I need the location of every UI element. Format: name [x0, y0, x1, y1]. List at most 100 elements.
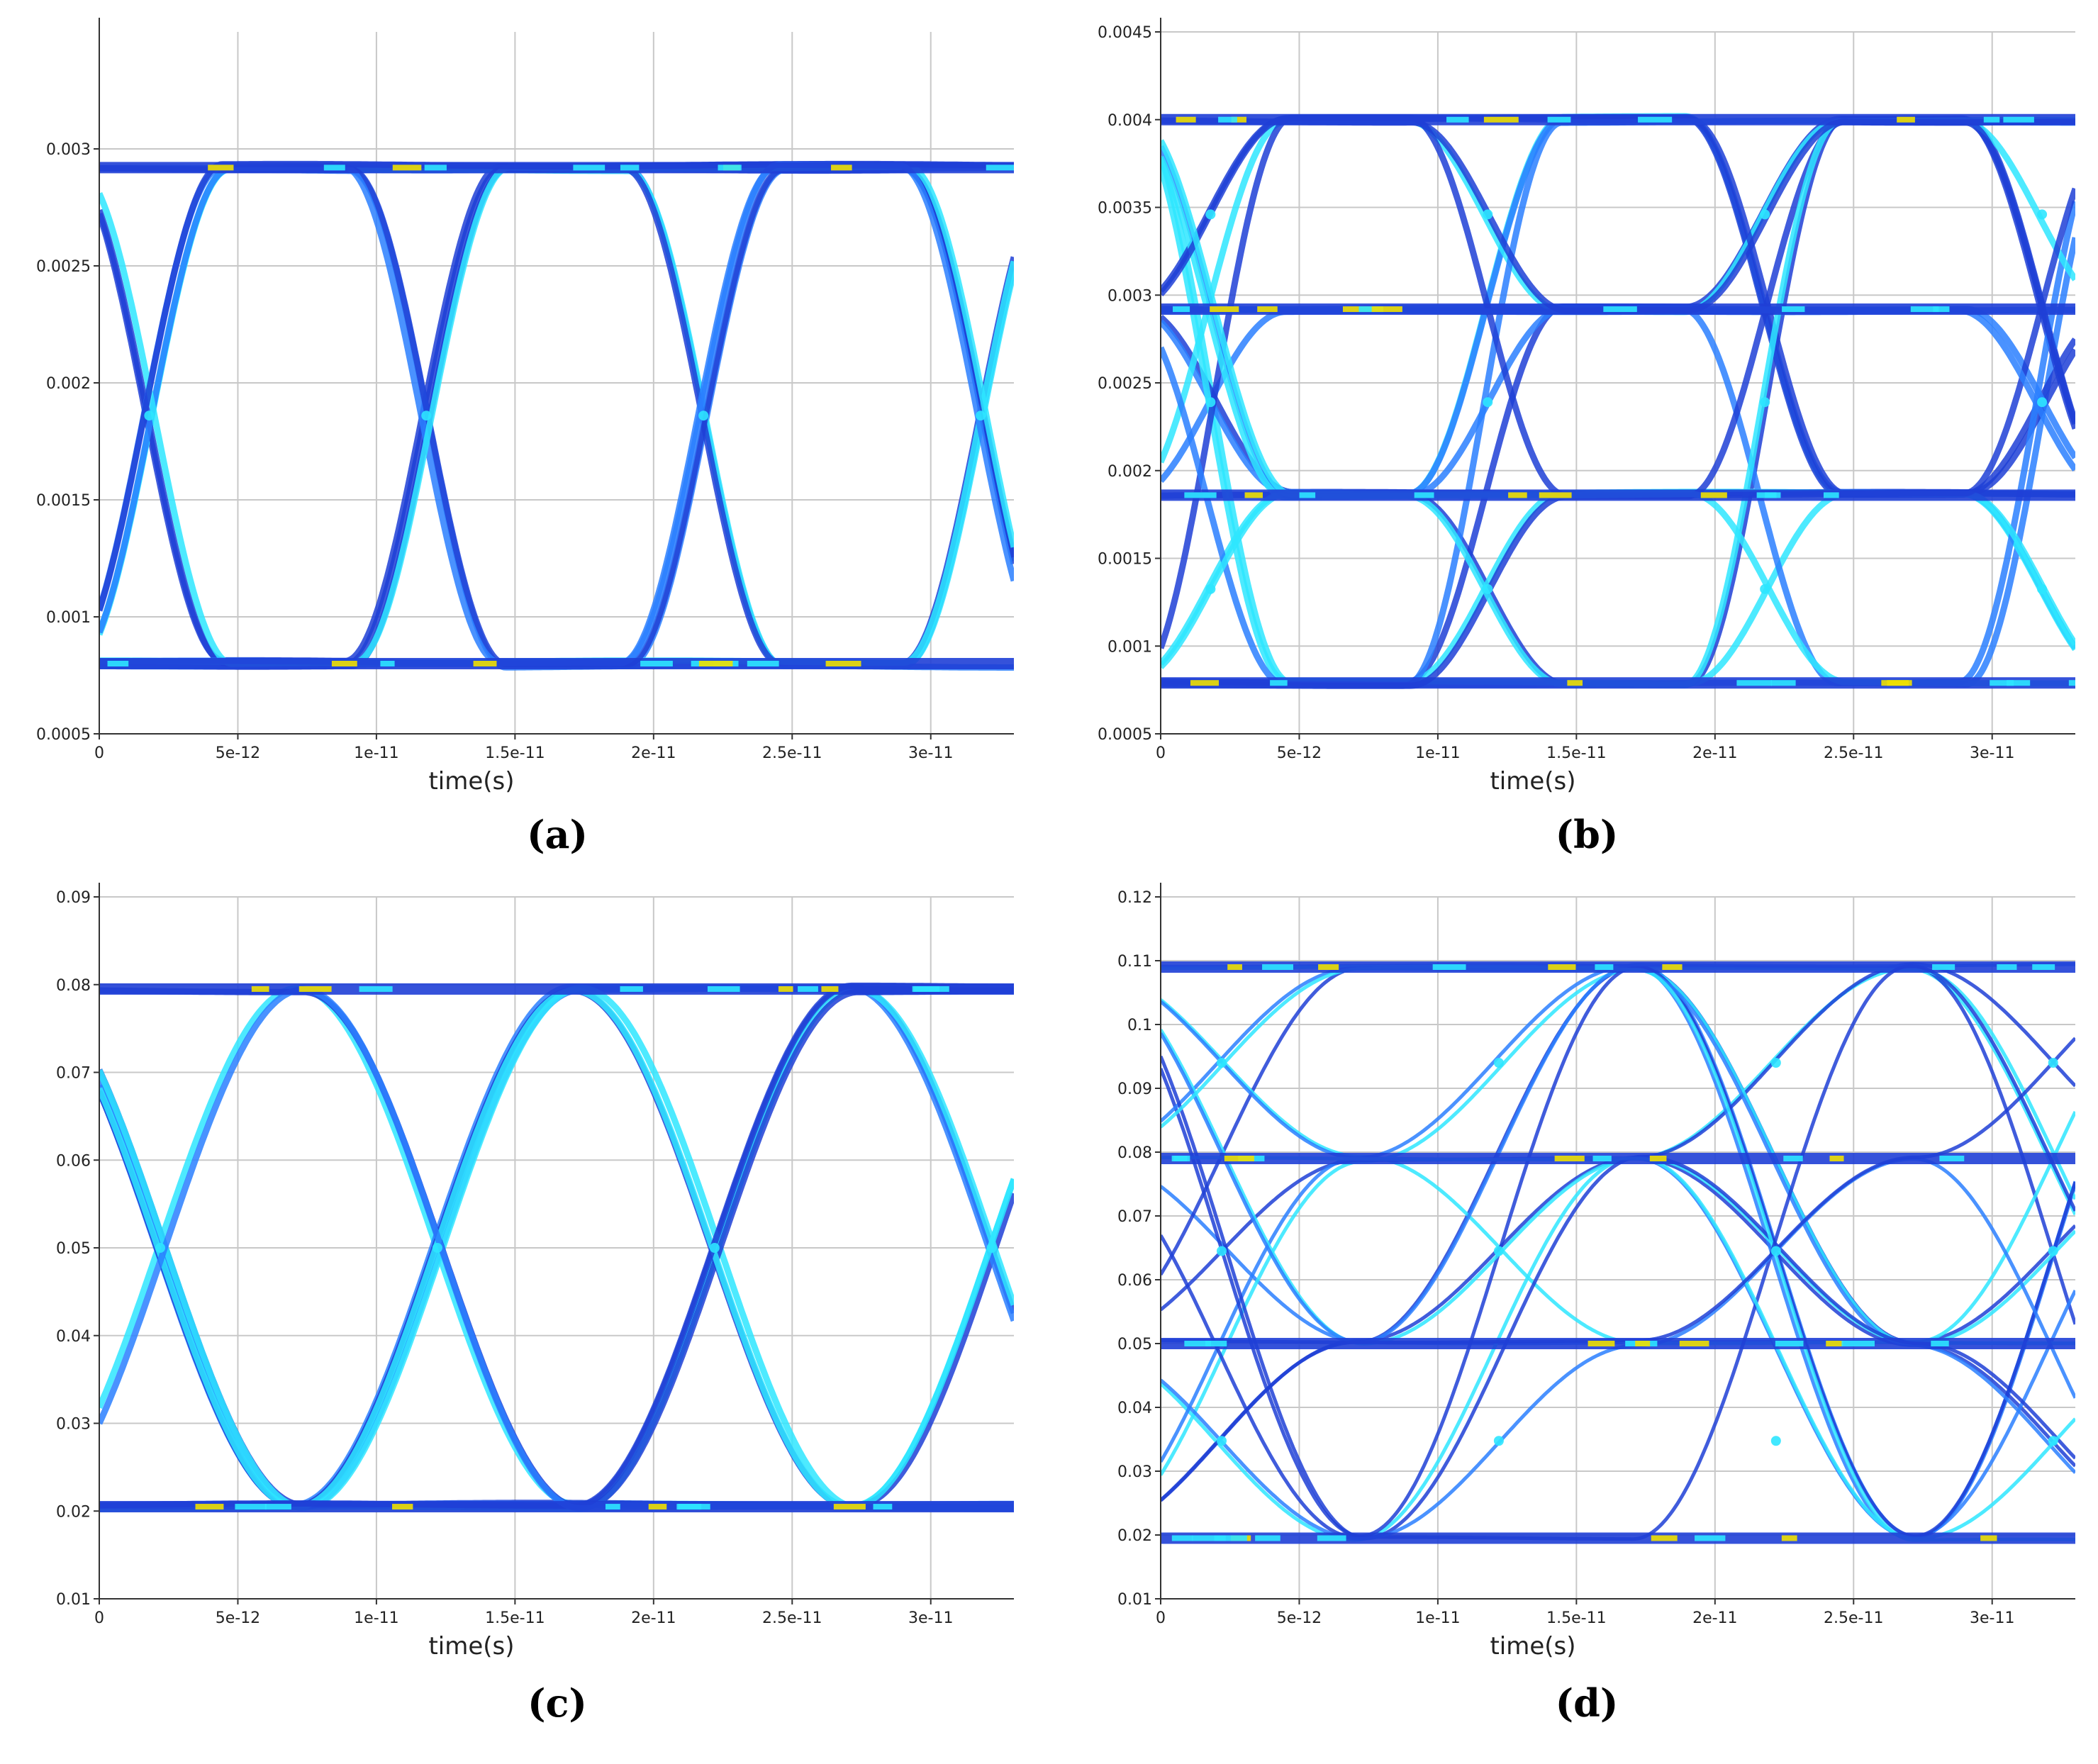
x-tick-label: 1e-11 [354, 1609, 398, 1627]
y-tick-label: 0.0005 [36, 726, 91, 744]
level-hotspot [648, 1504, 667, 1510]
crossing-hotspot [1205, 584, 1216, 594]
crossing-hotspot [1217, 1436, 1227, 1446]
level-hotspot [1176, 116, 1196, 123]
crossing-hotspot [2048, 1436, 2058, 1446]
x-tick-label: 2e-11 [631, 744, 676, 762]
y-tick-label: 0.0015 [36, 492, 91, 510]
level-hotspot [1317, 1535, 1346, 1541]
level-hotspot [1318, 964, 1339, 970]
level-hotspot [392, 164, 422, 171]
crossing-hotspot [1493, 1246, 1504, 1256]
level-hotspot [698, 661, 733, 666]
y-tick-label: 0.04 [56, 1328, 91, 1346]
level-hotspot [1841, 1341, 1875, 1346]
y-tick-label: 0.002 [1107, 463, 1152, 481]
y-tick-label: 0.05 [1117, 1336, 1152, 1353]
y-tick-label: 0.04 [1117, 1400, 1152, 1417]
eye-trace [99, 163, 1014, 667]
eye-diagram-d-svg: 0.01 0.02 0.03 0.04 0.05 0.06 0.07 0.08 0.09 0.1 0… [1117, 883, 2075, 1660]
level-hotspot [2007, 680, 2031, 686]
level-band [99, 658, 1014, 669]
level-hotspot [1244, 492, 1263, 498]
eye-trace [99, 165, 1014, 669]
crossing-hotspot [2037, 584, 2048, 594]
y-tick-label: 0.06 [56, 1152, 91, 1170]
level-hotspot [1231, 116, 1246, 123]
level-hotspot [620, 164, 640, 171]
level-hotspot [1371, 306, 1402, 313]
level-hotspot [1508, 492, 1527, 498]
level-hotspot [1700, 492, 1727, 498]
level-hotspot [707, 986, 740, 992]
crossing-hotspot [1205, 397, 1216, 408]
x-tick-label: 2e-11 [1692, 744, 1737, 762]
level-hotspot [778, 986, 793, 992]
y-tick-label: 0.002 [46, 375, 91, 393]
eye-traces [99, 982, 1014, 1513]
y-tick-label: 0.08 [1117, 1144, 1152, 1162]
level-hotspot [323, 164, 345, 171]
level-hotspot [1257, 306, 1278, 313]
y-tick-label: 0.01 [56, 1591, 91, 1609]
y-tick-label: 0.0045 [1098, 24, 1152, 42]
level-band [99, 162, 1014, 174]
x-tick-label: 5e-12 [216, 1609, 260, 1627]
level-hotspot [1679, 1341, 1709, 1346]
crossing-hotspot [1760, 397, 1770, 408]
y-tick-label: 0.03 [56, 1416, 91, 1434]
eye-trace [99, 164, 1014, 667]
eye-diagram-panel-c: 0.01 0.02 0.03 0.04 0.05 0.06 0.07 0.08 0.09 0 5e-… [0, 865, 1035, 1680]
eye-trace [99, 162, 1014, 666]
crossing-hotspot [1217, 1246, 1227, 1256]
level-hotspot [235, 1504, 267, 1510]
level-hotspot [1782, 306, 1805, 313]
eye-trace [1161, 155, 2075, 687]
x-tick-label: 5e-12 [1277, 1609, 1322, 1627]
x-tick-label: 2e-11 [631, 1609, 676, 1627]
level-hotspot [1932, 964, 1955, 970]
level-hotspot [1190, 680, 1220, 686]
level-hotspot [1554, 1156, 1585, 1161]
eye-trace [1161, 165, 2075, 685]
x-tick-label: 2e-11 [1692, 1609, 1737, 1627]
level-hotspot [1783, 1156, 1803, 1161]
level-hotspot [678, 1504, 710, 1510]
level-hotspot [251, 986, 269, 992]
eye-trace [1161, 145, 2075, 499]
crossing-hotspot [986, 1243, 997, 1253]
crossing-hotspot [432, 1243, 442, 1253]
level-hotspot [1184, 1341, 1211, 1346]
eye-trace [1161, 117, 2075, 314]
x-tick-label: 2.5e-11 [762, 744, 822, 762]
x-tick-label: 1.5e-11 [485, 744, 545, 762]
y-tick-label: 0.12 [1117, 889, 1152, 907]
level-hotspot [605, 1504, 620, 1510]
crossing-hotspot [976, 411, 986, 421]
level-hotspot [298, 986, 332, 992]
level-hotspot [1910, 306, 1939, 313]
level-hotspot [1775, 1341, 1804, 1346]
level-hotspot [208, 164, 234, 171]
level-hotspot [1432, 964, 1466, 970]
crossing-hotspot [1760, 584, 1770, 594]
y-tick-label: 0.02 [56, 1503, 91, 1521]
y-tick-label: 0.03 [1117, 1463, 1152, 1481]
y-tick-label: 0.08 [56, 977, 91, 995]
x-tick-label: 3e-11 [908, 744, 953, 762]
x-axis-title: time(s) [1490, 767, 1575, 796]
x-tick-label: 0 [94, 1609, 104, 1627]
level-hotspot [1184, 492, 1217, 498]
level-hotspot [331, 661, 357, 666]
eye-trace [99, 161, 1014, 666]
eye-trace [1161, 965, 2075, 1502]
level-hotspot [1414, 492, 1434, 498]
axes: 0.0005 0.001 0.0015 0.002 0.0025 0.003 0 5e-12 1… [36, 18, 1014, 796]
level-hotspot [380, 661, 395, 666]
x-tick-label: 1e-11 [1415, 744, 1460, 762]
crossing-hotspot [1483, 397, 1493, 408]
x-tick-label: 1e-11 [1415, 1609, 1460, 1627]
crossing-hotspot [1483, 584, 1493, 594]
crossing-hotspot [1770, 1246, 1781, 1256]
level-hotspot [1603, 306, 1637, 313]
